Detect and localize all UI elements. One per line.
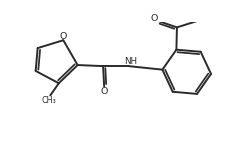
Text: O: O	[101, 87, 108, 96]
Text: NH: NH	[124, 57, 137, 66]
Text: O: O	[60, 32, 67, 41]
Text: O: O	[151, 14, 158, 23]
Text: CH₃: CH₃	[41, 96, 56, 105]
